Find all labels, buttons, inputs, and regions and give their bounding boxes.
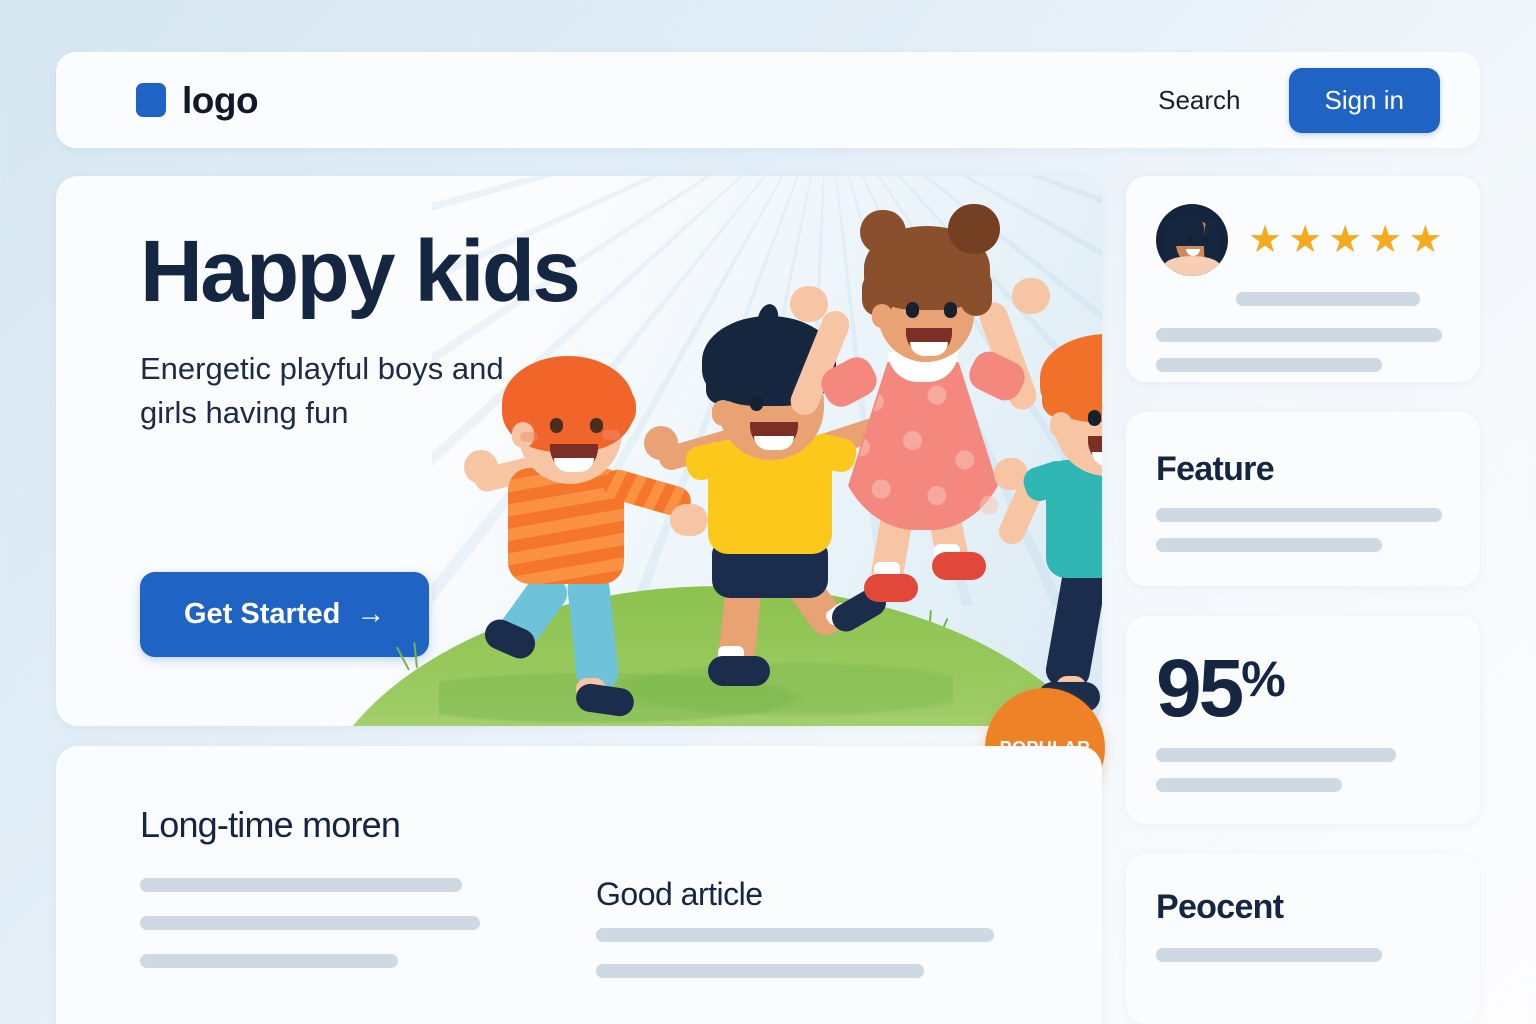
kid-orangehair-teal (986, 264, 1102, 712)
kid-girl-pink-dress (784, 186, 1102, 656)
get-started-label: Get Started (184, 598, 341, 630)
percent-title: Peocent (1156, 888, 1284, 926)
hero-copy: Happy kids Energetic playful boys and gi… (140, 228, 740, 435)
placeholder-bar (1156, 538, 1382, 552)
logo-text: logo (182, 79, 259, 121)
logo-square-icon (136, 83, 166, 117)
placeholder-bar (140, 878, 462, 892)
site-header: logo Search Sign in (56, 52, 1480, 148)
percent-symbol: % (1241, 651, 1285, 707)
placeholder-bar (1156, 508, 1442, 522)
star-icon[interactable]: ★ (1248, 219, 1283, 261)
placeholder-bar (596, 928, 994, 942)
hero-card: Happy kids Energetic playful boys and gi… (56, 176, 1102, 726)
kids-illustration (56, 176, 1102, 726)
get-started-button[interactable]: Get Started → (140, 572, 430, 657)
testimonial-header: ★ ★ ★ ★ ★ (1156, 204, 1442, 276)
sign-in-button[interactable]: Sign in (1288, 67, 1440, 133)
placeholder-bar (1156, 778, 1342, 792)
brand-logo[interactable]: logo (136, 79, 259, 121)
placeholder-bar (1156, 748, 1396, 762)
stat-number: 95 (1156, 643, 1244, 734)
placeholder-bar (140, 954, 398, 968)
hero-subtitle: Energetic playful boys and girls having … (140, 351, 504, 431)
feature-title: Feature (1156, 450, 1275, 488)
stat-card: 95 % (1126, 616, 1480, 824)
avatar (1156, 204, 1228, 276)
bottom-content-card: Long-time moren Good article (56, 746, 1102, 1024)
placeholder-bar (1156, 358, 1382, 372)
hero-title: Happy kids (140, 223, 581, 320)
good-article-title: Good article (596, 876, 763, 912)
placeholder-bar (140, 916, 480, 930)
star-icon[interactable]: ★ (1368, 219, 1403, 261)
arrow-right-icon: → (356, 598, 386, 630)
placeholder-bar (1156, 328, 1442, 342)
star-icon[interactable]: ★ (1408, 219, 1443, 261)
placeholder-bar (1156, 948, 1382, 962)
grass-tuft (395, 646, 410, 671)
header-actions: Search Sign in (1158, 67, 1440, 133)
feature-card: Feature (1126, 412, 1480, 586)
placeholder-bar (596, 964, 924, 978)
star-icon[interactable]: ★ (1288, 219, 1323, 261)
long-time-title: Long-time moren (140, 804, 401, 845)
rating-stars: ★ ★ ★ ★ ★ (1248, 221, 1442, 259)
search-link[interactable]: Search (1158, 84, 1241, 115)
placeholder-bar (1236, 292, 1420, 306)
kid-redhair-striped (416, 272, 716, 718)
star-icon[interactable]: ★ (1328, 219, 1363, 261)
stat-value-group: 95 % (1156, 643, 1286, 734)
testimonial-card: ★ ★ ★ ★ ★ (1126, 176, 1480, 382)
percent-card: Peocent (1126, 854, 1480, 1024)
